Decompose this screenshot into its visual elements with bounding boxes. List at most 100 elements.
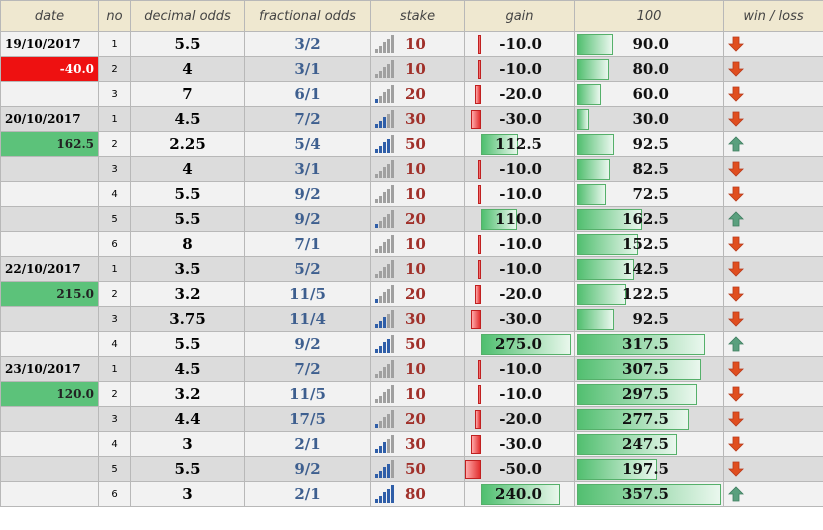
bet-number[interactable]: 3 bbox=[98, 306, 131, 332]
running-total-cell[interactable]: 357.5 bbox=[574, 481, 724, 507]
win-loss-cell[interactable] bbox=[723, 231, 823, 257]
fractional-odds[interactable]: 3/2 bbox=[244, 31, 371, 57]
date-cell[interactable] bbox=[0, 156, 99, 182]
stake-cell[interactable]: 20 bbox=[370, 281, 465, 307]
bet-number[interactable]: 1 bbox=[98, 356, 131, 382]
decimal-odds[interactable]: 8 bbox=[130, 231, 245, 257]
win-loss-cell[interactable] bbox=[723, 431, 823, 457]
decimal-odds[interactable]: 5.5 bbox=[130, 206, 245, 232]
decimal-odds[interactable]: 4 bbox=[130, 56, 245, 82]
fractional-odds[interactable]: 11/5 bbox=[244, 281, 371, 307]
header-stake[interactable]: stake bbox=[370, 0, 465, 32]
table-row[interactable]: -40.0 2 4 3/1 10 -10.0 80.0 bbox=[0, 56, 823, 82]
bet-number[interactable]: 4 bbox=[98, 331, 131, 357]
table-row[interactable]: 19/10/2017 1 5.5 3/2 10 -10.0 90.0 bbox=[0, 31, 823, 57]
gain-cell[interactable]: 275.0 bbox=[464, 331, 575, 357]
table-row[interactable]: 6 3 2/1 80 240.0 357.5 bbox=[0, 481, 823, 507]
bet-number[interactable]: 2 bbox=[98, 131, 131, 157]
table-row[interactable]: 5 5.5 9/2 50 -50.0 197.5 bbox=[0, 456, 823, 482]
bet-number[interactable]: 6 bbox=[98, 231, 131, 257]
gain-cell[interactable]: 112.5 bbox=[464, 131, 575, 157]
stake-cell[interactable]: 10 bbox=[370, 56, 465, 82]
header-fractional-odds[interactable]: fractional odds bbox=[244, 0, 371, 32]
win-loss-cell[interactable] bbox=[723, 256, 823, 282]
bet-number[interactable]: 4 bbox=[98, 181, 131, 207]
stake-cell[interactable]: 10 bbox=[370, 256, 465, 282]
fractional-odds[interactable]: 7/2 bbox=[244, 356, 371, 382]
header-running-total[interactable]: 100 bbox=[574, 0, 724, 32]
decimal-odds[interactable]: 4.4 bbox=[130, 406, 245, 432]
running-total-cell[interactable]: 92.5 bbox=[574, 131, 724, 157]
date-cell[interactable]: 19/10/2017 bbox=[0, 31, 99, 57]
decimal-odds[interactable]: 3.2 bbox=[130, 381, 245, 407]
table-row[interactable]: 4 5.5 9/2 10 -10.0 72.5 bbox=[0, 181, 823, 207]
stake-cell[interactable]: 50 bbox=[370, 131, 465, 157]
decimal-odds[interactable]: 3.5 bbox=[130, 256, 245, 282]
win-loss-cell[interactable] bbox=[723, 56, 823, 82]
win-loss-cell[interactable] bbox=[723, 31, 823, 57]
running-total-cell[interactable]: 90.0 bbox=[574, 31, 724, 57]
date-cell[interactable] bbox=[0, 331, 99, 357]
table-row[interactable]: 23/10/2017 1 4.5 7/2 10 -10.0 307.5 bbox=[0, 356, 823, 382]
bet-number[interactable]: 3 bbox=[98, 406, 131, 432]
stake-cell[interactable]: 30 bbox=[370, 106, 465, 132]
header-no[interactable]: no bbox=[98, 0, 131, 32]
table-row[interactable]: 4 3 2/1 30 -30.0 247.5 bbox=[0, 431, 823, 457]
win-loss-cell[interactable] bbox=[723, 406, 823, 432]
running-total-cell[interactable]: 60.0 bbox=[574, 81, 724, 107]
decimal-odds[interactable]: 3.75 bbox=[130, 306, 245, 332]
running-total-cell[interactable]: 197.5 bbox=[574, 456, 724, 482]
fractional-odds[interactable]: 2/1 bbox=[244, 481, 371, 507]
win-loss-cell[interactable] bbox=[723, 281, 823, 307]
win-loss-cell[interactable] bbox=[723, 106, 823, 132]
decimal-odds[interactable]: 4 bbox=[130, 156, 245, 182]
bet-number[interactable]: 2 bbox=[98, 56, 131, 82]
decimal-odds[interactable]: 3 bbox=[130, 481, 245, 507]
gain-cell[interactable]: -10.0 bbox=[464, 31, 575, 57]
date-cell[interactable]: 120.0 bbox=[0, 381, 99, 407]
header-decimal-odds[interactable]: decimal odds bbox=[130, 0, 245, 32]
fractional-odds[interactable]: 3/1 bbox=[244, 156, 371, 182]
table-row[interactable]: 3 3.75 11/4 30 -30.0 92.5 bbox=[0, 306, 823, 332]
date-cell[interactable] bbox=[0, 481, 99, 507]
table-row[interactable]: 20/10/2017 1 4.5 7/2 30 -30.0 30.0 bbox=[0, 106, 823, 132]
running-total-cell[interactable]: 307.5 bbox=[574, 356, 724, 382]
date-cell[interactable]: -40.0 bbox=[0, 56, 99, 82]
table-row[interactable]: 6 8 7/1 10 -10.0 152.5 bbox=[0, 231, 823, 257]
date-cell[interactable] bbox=[0, 81, 99, 107]
gain-cell[interactable]: -10.0 bbox=[464, 356, 575, 382]
running-total-cell[interactable]: 142.5 bbox=[574, 256, 724, 282]
running-total-cell[interactable]: 30.0 bbox=[574, 106, 724, 132]
gain-cell[interactable]: -10.0 bbox=[464, 181, 575, 207]
win-loss-cell[interactable] bbox=[723, 306, 823, 332]
table-row[interactable]: 3 4.4 17/5 20 -20.0 277.5 bbox=[0, 406, 823, 432]
stake-cell[interactable]: 10 bbox=[370, 231, 465, 257]
fractional-odds[interactable]: 7/1 bbox=[244, 231, 371, 257]
fractional-odds[interactable]: 2/1 bbox=[244, 431, 371, 457]
gain-cell[interactable]: -30.0 bbox=[464, 431, 575, 457]
bet-number[interactable]: 2 bbox=[98, 381, 131, 407]
fractional-odds[interactable]: 11/5 bbox=[244, 381, 371, 407]
fractional-odds[interactable]: 11/4 bbox=[244, 306, 371, 332]
win-loss-cell[interactable] bbox=[723, 481, 823, 507]
fractional-odds[interactable]: 6/1 bbox=[244, 81, 371, 107]
gain-cell[interactable]: -10.0 bbox=[464, 231, 575, 257]
bet-number[interactable]: 4 bbox=[98, 431, 131, 457]
win-loss-cell[interactable] bbox=[723, 356, 823, 382]
stake-cell[interactable]: 30 bbox=[370, 431, 465, 457]
gain-cell[interactable]: -10.0 bbox=[464, 156, 575, 182]
decimal-odds[interactable]: 5.5 bbox=[130, 331, 245, 357]
win-loss-cell[interactable] bbox=[723, 131, 823, 157]
running-total-cell[interactable]: 277.5 bbox=[574, 406, 724, 432]
date-cell[interactable]: 215.0 bbox=[0, 281, 99, 307]
running-total-cell[interactable]: 80.0 bbox=[574, 56, 724, 82]
table-row[interactable]: 162.5 2 2.25 5/4 50 112.5 92.5 bbox=[0, 131, 823, 157]
date-cell[interactable] bbox=[0, 181, 99, 207]
table-row[interactable]: 22/10/2017 1 3.5 5/2 10 -10.0 142.5 bbox=[0, 256, 823, 282]
header-date[interactable]: date bbox=[0, 0, 99, 32]
gain-cell[interactable]: 240.0 bbox=[464, 481, 575, 507]
gain-cell[interactable]: -10.0 bbox=[464, 381, 575, 407]
bet-number[interactable]: 1 bbox=[98, 256, 131, 282]
decimal-odds[interactable]: 3 bbox=[130, 431, 245, 457]
gain-cell[interactable]: -10.0 bbox=[464, 256, 575, 282]
